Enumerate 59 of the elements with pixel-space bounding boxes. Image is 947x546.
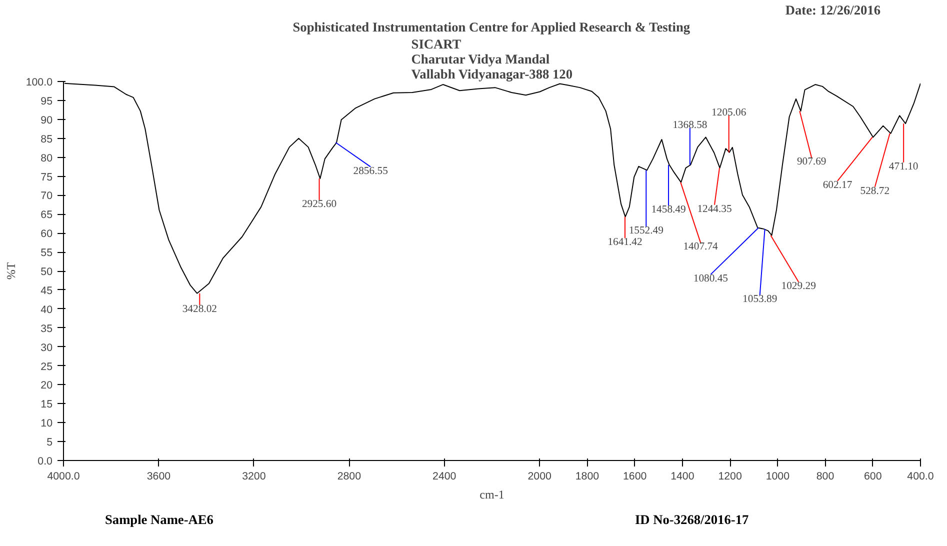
y-tick-label: 20: [40, 380, 53, 392]
text: Sample Name-AE6: [105, 511, 214, 529]
x-tick-label: 1600: [622, 470, 647, 482]
x-tick-label: 1200: [718, 470, 742, 482]
y-tick-label: 45: [40, 284, 53, 297]
y-tick-label: 70: [40, 190, 53, 202]
x-tick-label: 600: [864, 470, 882, 482]
annotation: 2856.55: [353, 166, 388, 177]
y-tick-label: 60: [40, 228, 53, 240]
y-tick-label: 5: [46, 436, 53, 449]
annotation: 1552.49: [628, 226, 664, 237]
x-tick-label: 1400: [670, 470, 694, 482]
text: Date: 12/26/2016: [785, 2, 881, 18]
annotation: 1080.45: [693, 273, 728, 284]
y-tick-label: 85: [40, 133, 53, 146]
chart-title: Sophisticated Instrumentation Centre for Applied Research & Testing: [292, 20, 690, 34]
x-tick-label: 2400: [432, 470, 456, 482]
annotation: 1029.29: [781, 281, 816, 292]
text: ID No-3268/2016-17: [635, 511, 749, 529]
x-tick-label: 1800: [575, 470, 600, 482]
y-axis-title: %T: [4, 262, 18, 280]
y-tick-label: 30: [40, 342, 53, 354]
y-tick-label: 100.0: [26, 76, 53, 88]
annotation: 1368.58: [672, 120, 708, 131]
annotation: 1205.06: [712, 107, 747, 118]
annotation: 528.72: [860, 186, 890, 197]
x-axis-title: cm-1: [480, 488, 504, 502]
annotation: 1458.49: [651, 204, 686, 216]
annotation: 1244.35: [697, 204, 732, 215]
y-tick-label: 90: [40, 114, 53, 126]
x-tick-label: 400.0: [907, 470, 934, 482]
y-tick-label: 95: [40, 95, 53, 108]
annotation: 1641.42: [608, 237, 642, 248]
y-tick-label: 0.0: [38, 456, 53, 468]
x-tick-label: 1000: [766, 470, 790, 482]
y-tick-label: 40: [40, 304, 53, 316]
y-tick-label: 15: [40, 398, 53, 411]
annotation: 3428.02: [182, 304, 217, 316]
x-tick-label: 3200: [242, 470, 266, 482]
y-tick-label: 75: [40, 171, 53, 184]
y-tick-label: 10: [40, 418, 53, 430]
y-tick-label: 35: [40, 322, 53, 335]
y-tick-label: 50: [40, 266, 53, 278]
y-tick-label: 55: [40, 247, 53, 260]
annotation: 471.10: [888, 161, 918, 172]
y-tick-label: 65: [40, 209, 53, 222]
x-tick-label: 2800: [337, 470, 362, 482]
annotation: 2925.60: [302, 198, 337, 210]
annotation: 907.69: [796, 156, 826, 168]
x-tick-label: 3600: [146, 470, 171, 482]
y-tick-label: 80: [40, 152, 53, 164]
x-tick-label: 800: [816, 470, 834, 482]
annotation: 1407.74: [683, 242, 719, 253]
x-tick-label: 4000.0: [47, 470, 80, 482]
chart-subtitle: SICART Charutar Vidya Mandal Vallabh Vidyanagar-388 120: [411, 36, 573, 82]
annotation: 602.17: [822, 180, 853, 191]
y-tick-label: 25: [40, 360, 53, 373]
annotation: 1053.89: [742, 294, 778, 306]
x-tick-label: 2000: [528, 470, 552, 482]
